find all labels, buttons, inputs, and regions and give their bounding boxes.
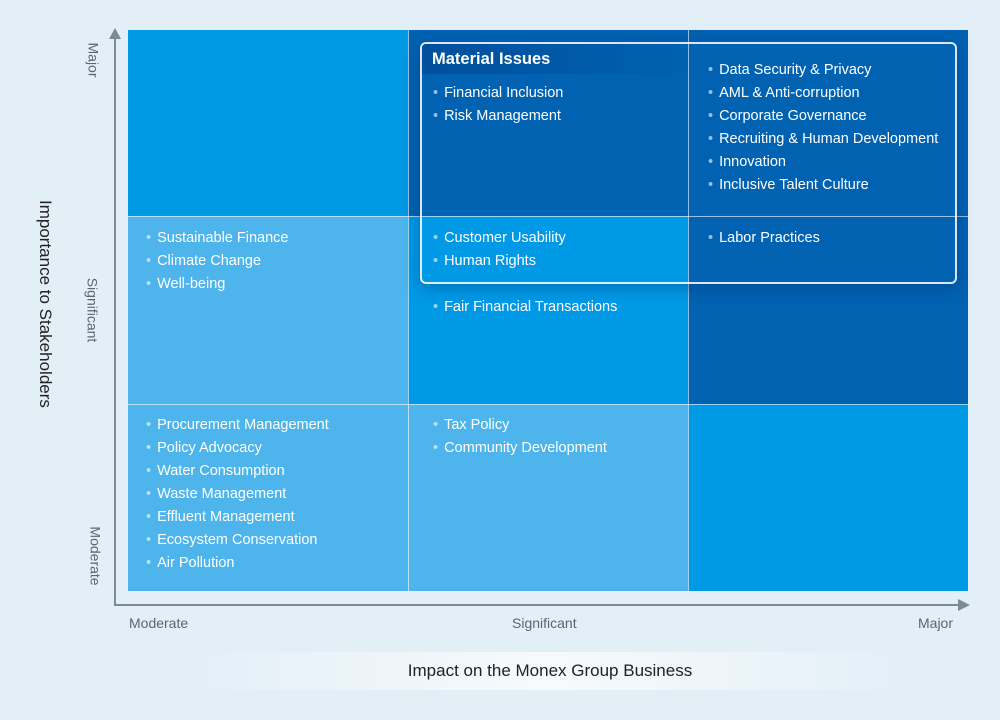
material-issues-box: Material Issues <box>420 42 957 284</box>
list-item: Inclusive Talent Culture <box>708 174 938 197</box>
list-significant-moderate: Sustainable Finance Climate Change Well-… <box>146 227 288 296</box>
list-item: Innovation <box>708 151 938 174</box>
x-axis-title: Impact on the Monex Group Business <box>200 652 900 690</box>
list-item: Waste Management <box>146 483 329 506</box>
list-item: Labor Practices <box>708 227 820 250</box>
grid-line <box>688 30 689 591</box>
x-tick-significant: Significant <box>512 615 577 631</box>
x-axis-line <box>114 604 962 606</box>
list-item: Corporate Governance <box>708 105 938 128</box>
list-item: Customer Usability <box>433 227 566 250</box>
list-significant-significant: Fair Financial Transactions <box>433 296 617 319</box>
list-item: Fair Financial Transactions <box>433 296 617 319</box>
y-axis-arrow-icon <box>109 28 121 39</box>
list-item: Data Security & Privacy <box>708 59 938 82</box>
list-item: Ecosystem Conservation <box>146 529 329 552</box>
y-tick-moderate: Moderate <box>87 526 104 586</box>
list-item: Community Development <box>433 437 607 460</box>
cell-major-moderate <box>128 30 408 216</box>
y-axis-title: Importance to Stakeholders <box>36 200 55 408</box>
list-item: Air Pollution <box>146 552 329 575</box>
grid-line <box>408 30 409 591</box>
list-item: AML & Anti-corruption <box>708 82 938 105</box>
x-tick-major: Major <box>918 615 954 631</box>
y-tick-major: Major <box>85 42 102 78</box>
list-significant-significant-material: Customer Usability Human Rights <box>433 227 566 273</box>
list-item: Sustainable Finance <box>146 227 288 250</box>
list-item: Financial Inclusion <box>433 82 563 105</box>
cell-moderate-major <box>688 404 968 591</box>
list-item: Tax Policy <box>433 414 607 437</box>
material-issues-title: Material Issues <box>422 44 692 74</box>
list-major-significant: Financial Inclusion Risk Management <box>433 82 563 128</box>
y-axis-line <box>114 36 116 606</box>
grid-line <box>128 404 968 405</box>
list-item: Water Consumption <box>146 460 329 483</box>
list-significant-major: Labor Practices <box>708 227 820 250</box>
list-item: Well-being <box>146 273 288 296</box>
y-tick-significant: Significant <box>84 277 101 343</box>
list-item: Climate Change <box>146 250 288 273</box>
grid-line <box>128 216 968 217</box>
list-item: Human Rights <box>433 250 566 273</box>
list-item: Policy Advocacy <box>146 437 329 460</box>
x-tick-moderate: Moderate <box>129 615 189 631</box>
list-item: Recruiting & Human Development <box>708 128 938 151</box>
list-moderate-moderate: Procurement Management Policy Advocacy W… <box>146 414 329 575</box>
list-item: Procurement Management <box>146 414 329 437</box>
x-axis-arrow-icon <box>958 599 970 611</box>
list-major-major: Data Security & Privacy AML & Anti-corru… <box>708 59 938 197</box>
list-item: Risk Management <box>433 105 563 128</box>
list-moderate-significant: Tax Policy Community Development <box>433 414 607 460</box>
list-item: Effluent Management <box>146 506 329 529</box>
